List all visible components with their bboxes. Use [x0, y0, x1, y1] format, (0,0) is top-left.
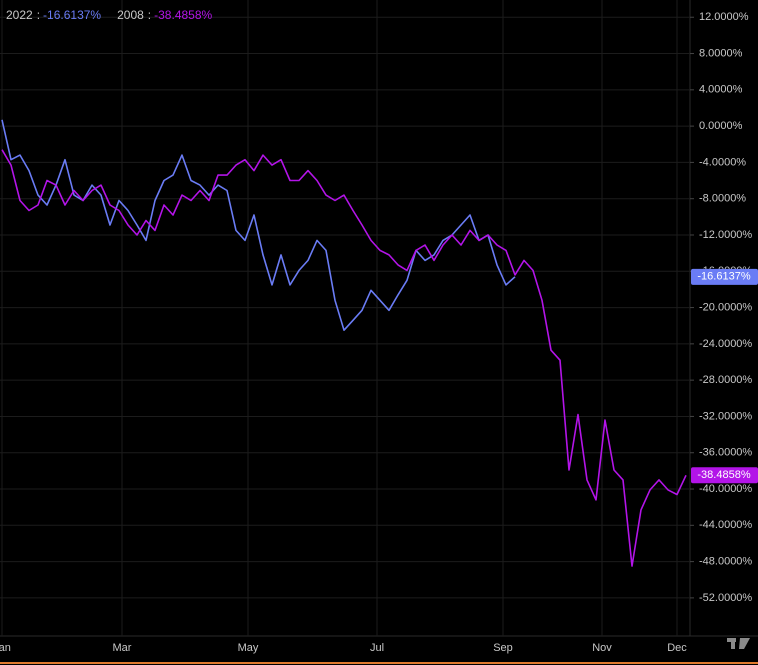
x-tick-label: Dec	[667, 642, 687, 654]
y-tick-label: -32.0000%	[699, 410, 752, 422]
y-tick-label: -20.0000%	[699, 301, 752, 313]
plot	[0, 0, 690, 636]
x-tick-label: Nov	[592, 642, 612, 654]
y-tick-label: -24.0000%	[699, 338, 752, 350]
legend-name: 2022	[6, 8, 33, 22]
y-tick-label: 12.0000%	[699, 11, 749, 23]
y-tick-label: 0.0000%	[699, 120, 743, 132]
y-tick-label: -52.0000%	[699, 592, 752, 604]
y-tick-label: -36.0000%	[699, 447, 752, 459]
y-tick-label: -12.0000%	[699, 229, 752, 241]
y-tick-label: -40.0000%	[699, 483, 752, 495]
x-tick-label: Jul	[370, 642, 384, 654]
x-tick-label: Sep	[493, 642, 513, 654]
logo-part	[731, 638, 735, 649]
x-tick-label: Jan	[0, 642, 11, 654]
legend-value: -16.6137%	[43, 8, 101, 22]
legend-name: 2008	[117, 8, 144, 22]
series-line	[1, 149, 687, 567]
y-tick-label: -48.0000%	[699, 556, 752, 568]
y-tick-label: -28.0000%	[699, 374, 752, 386]
last-value-label: -38.4858%	[697, 469, 750, 481]
x-tick-label: Mar	[113, 642, 132, 654]
axis: 12.0000% 8.0000% 4.0000% 0.0000% -4.0000% -8.…	[0, 11, 758, 654]
last-value-label: -16.6137%	[697, 271, 750, 283]
y-tick-label: 4.0000%	[699, 84, 743, 96]
y-tick-label: -44.0000%	[699, 519, 752, 531]
logo-part	[739, 638, 750, 649]
legend: 2022: -16.6137% 2008: -38.4858%	[6, 8, 213, 22]
x-tick-label: May	[238, 642, 259, 654]
series-line	[1, 119, 516, 331]
y-tick-label: -8.0000%	[699, 193, 746, 205]
legend-separator: :	[37, 8, 40, 22]
y-tick-label: 8.0000%	[699, 47, 743, 59]
tv-logo	[727, 638, 750, 649]
legend-separator: :	[148, 8, 151, 22]
last-value-badge	[691, 268, 758, 285]
last-value-badge	[691, 467, 758, 484]
legend-value: -38.4858%	[154, 8, 212, 22]
y-tick-label: -4.0000%	[699, 156, 746, 168]
